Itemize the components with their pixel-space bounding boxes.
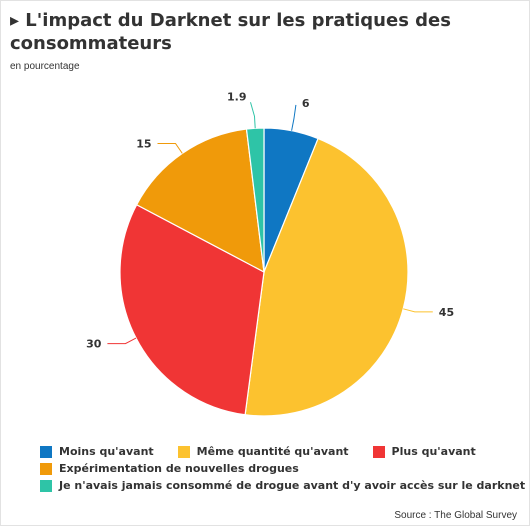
legend-row: Je n'avais jamais consommé de drogue ava… bbox=[40, 477, 525, 494]
data-label-plus: 30 bbox=[86, 338, 102, 351]
legend-swatch bbox=[40, 479, 52, 492]
legend-swatch bbox=[40, 445, 52, 458]
pie-slice-experimentation[interactable] bbox=[135, 128, 265, 274]
legend-swatch bbox=[40, 462, 52, 475]
data-label-experimentation: 15 bbox=[136, 138, 151, 151]
legend-row: Expérimentation de nouvelles drogues bbox=[40, 460, 520, 477]
data-label-moins: 6 bbox=[302, 97, 310, 110]
legend-row: Moins qu'avant Même quantité qu'avant Pl… bbox=[40, 443, 520, 460]
legend-item-meme[interactable]: Même quantité qu'avant bbox=[177, 445, 349, 458]
legend-label: Expérimentation de nouvelles drogues bbox=[59, 462, 299, 475]
legend-swatch bbox=[372, 445, 385, 458]
chart-title: ▸ L'impact du Darknet sur les pratiques … bbox=[10, 10, 451, 54]
data-label-meme: 45 bbox=[439, 306, 454, 319]
legend-item-jamais[interactable]: Je n'avais jamais consommé de drogue ava… bbox=[40, 479, 525, 492]
legend-item-moins[interactable]: Moins qu'avant bbox=[40, 445, 154, 458]
chart-subtitle: en pourcentage bbox=[10, 61, 80, 72]
label-connector bbox=[157, 143, 183, 154]
legend-swatch bbox=[177, 445, 190, 458]
label-connector bbox=[107, 337, 137, 345]
data-label-jamais: 1.9 bbox=[227, 90, 247, 103]
label-connector bbox=[403, 308, 433, 313]
legend-label: Plus qu'avant bbox=[391, 445, 476, 458]
pie-slice-plus[interactable] bbox=[119, 203, 265, 416]
legend-label: Même quantité qu'avant bbox=[196, 445, 349, 458]
chart-legend: Moins qu'avant Même quantité qu'avant Pl… bbox=[40, 443, 525, 494]
legend-label: Moins qu'avant bbox=[59, 445, 154, 458]
label-connector bbox=[250, 102, 256, 129]
legend-item-plus[interactable]: Plus qu'avant bbox=[372, 445, 476, 458]
label-connector bbox=[291, 104, 297, 131]
legend-label: Je n'avais jamais consommé de drogue ava… bbox=[59, 479, 526, 492]
legend-item-experimentation[interactable]: Expérimentation de nouvelles drogues bbox=[40, 462, 299, 475]
source-note: Source : The Global Survey bbox=[394, 510, 517, 521]
